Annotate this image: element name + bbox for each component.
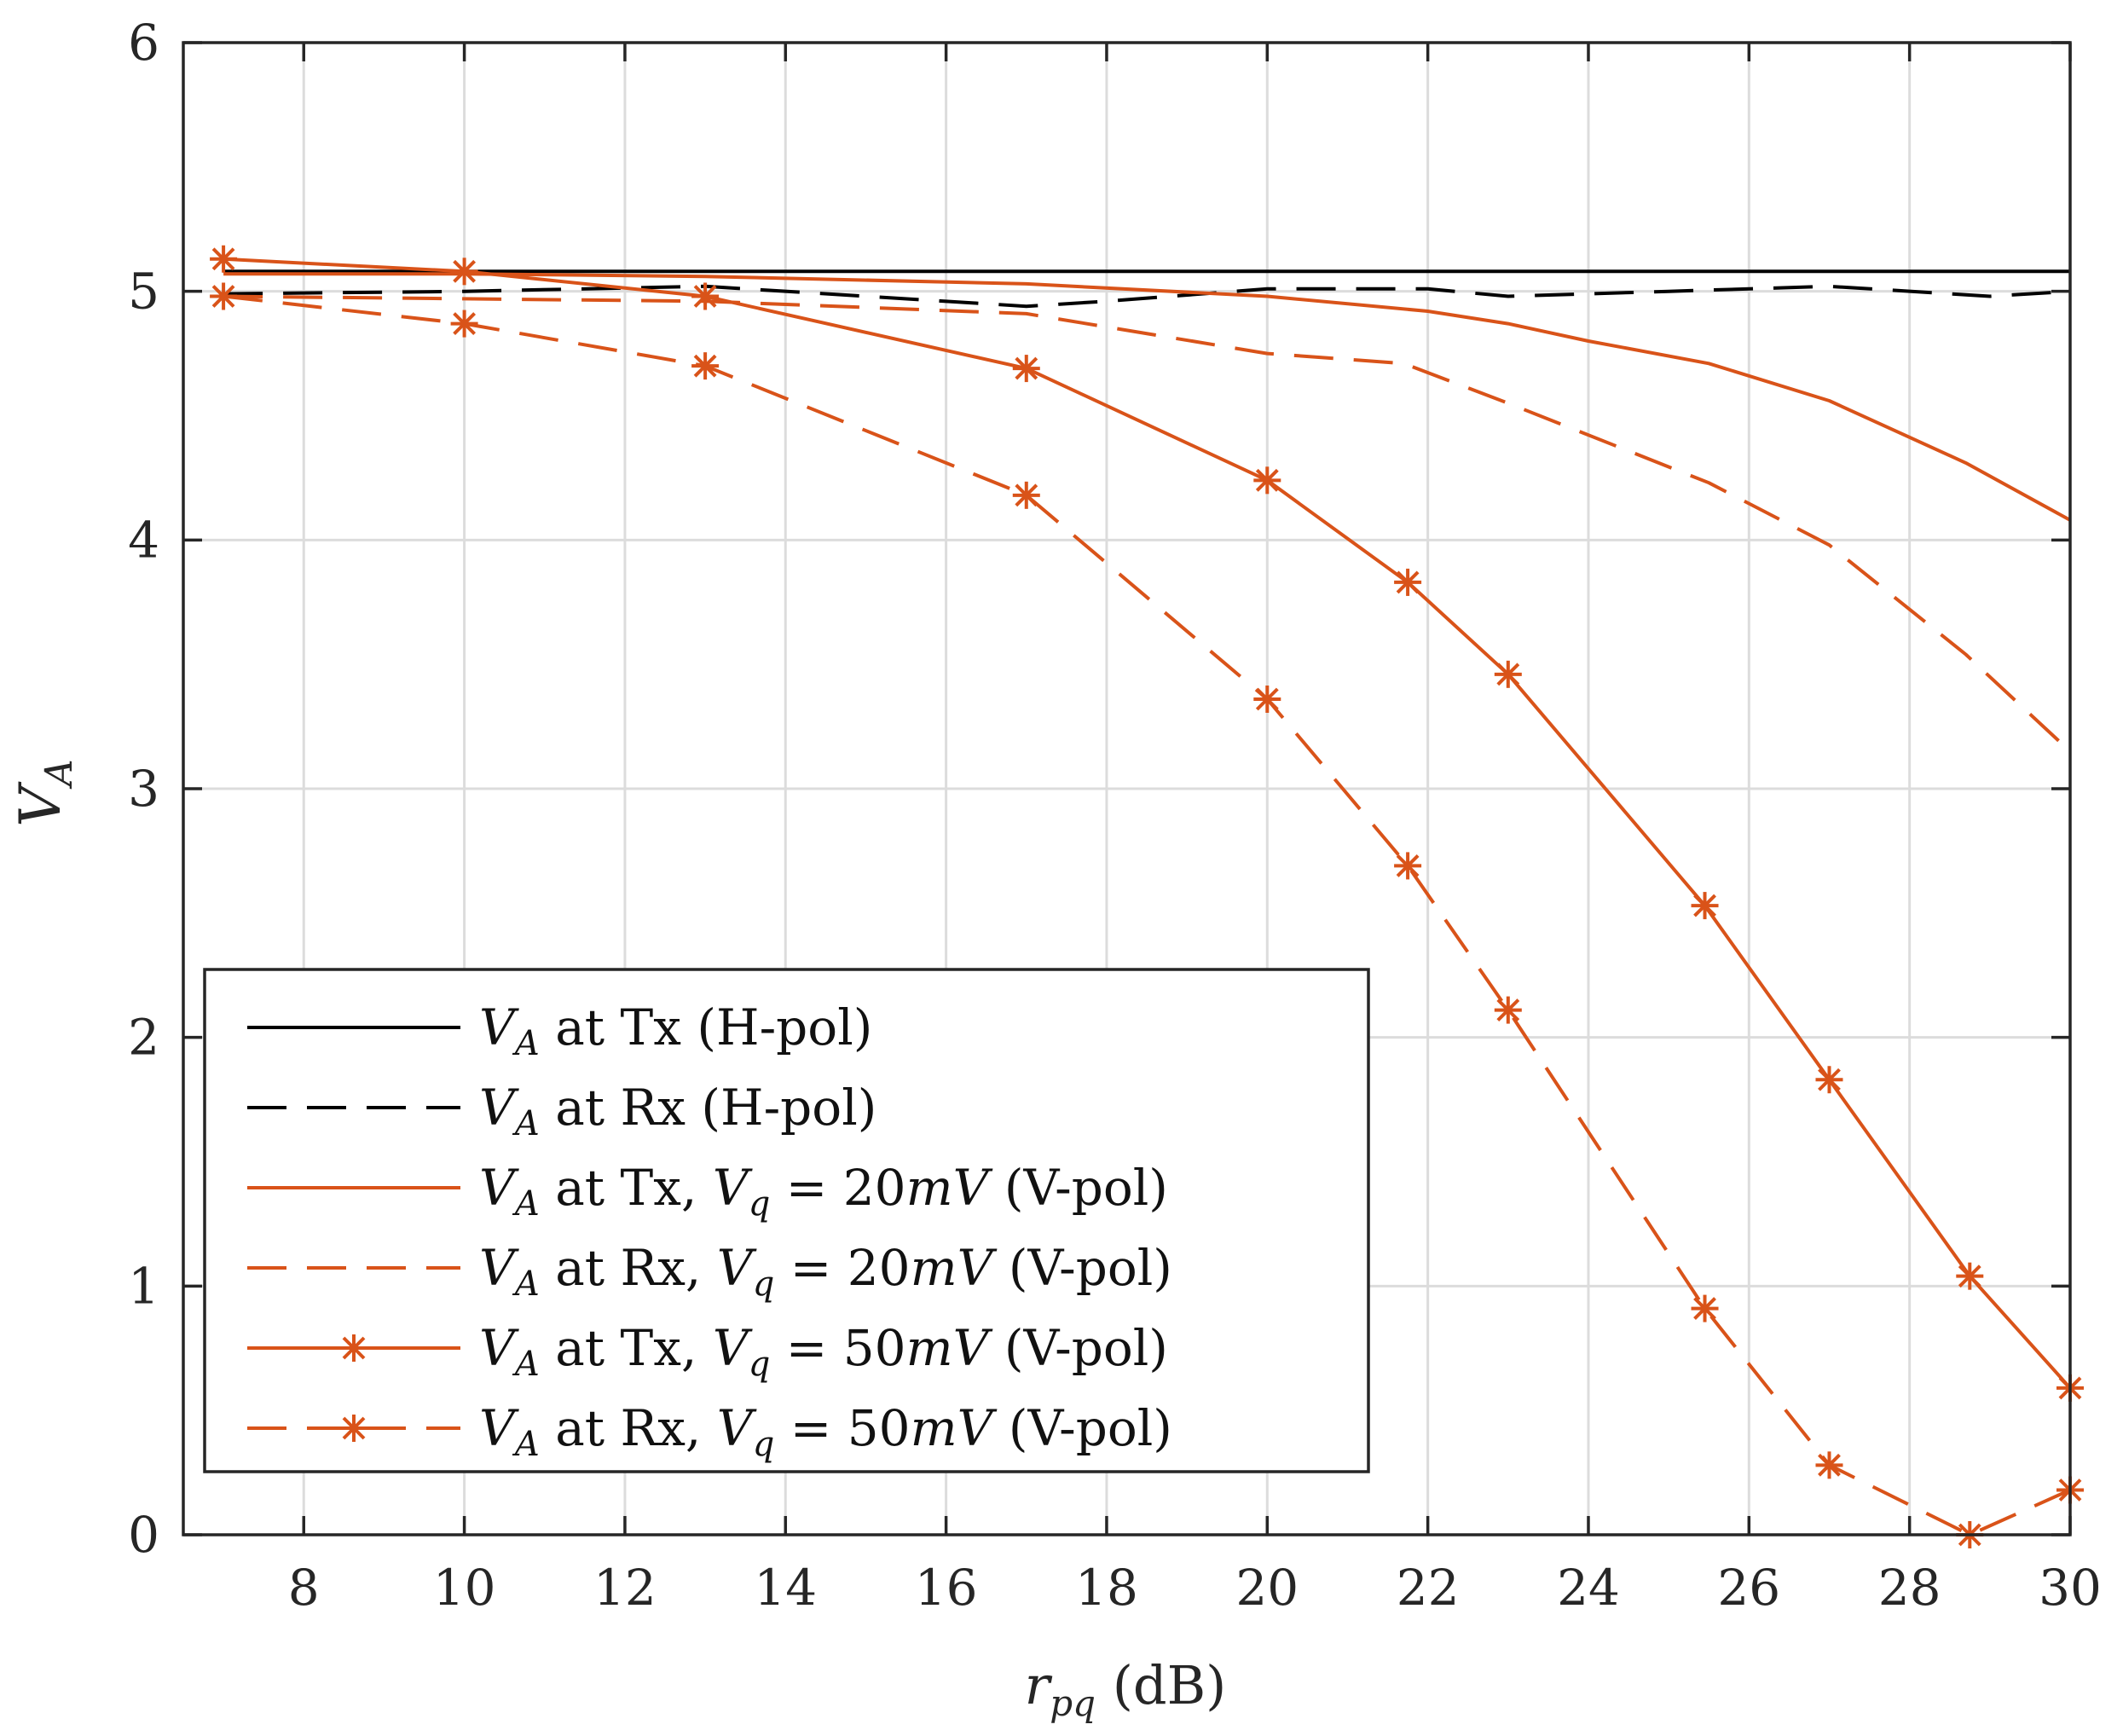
marker-stroke	[1496, 663, 1520, 686]
legend-box	[203, 968, 1370, 1473]
legend: VA at Tx (H-pol) VA at Rx (H-pol) VA at Tx…	[203, 968, 1370, 1473]
marker-stroke	[1255, 687, 1279, 711]
marker-stroke	[1818, 1453, 1841, 1477]
data-point	[210, 282, 238, 310]
data-point	[1394, 852, 1422, 880]
legend-label: VA at Rx, Vq = 50mV (V-pol)	[479, 1399, 1172, 1464]
legend-entry: VA at Rx (H-pol)	[247, 1079, 876, 1143]
data-point	[1012, 481, 1040, 509]
x-tick-label: 30	[2039, 1559, 2102, 1617]
y-tick-label: 3	[128, 760, 159, 818]
marker-stroke	[1958, 1264, 1981, 1288]
legend-marker	[340, 1334, 367, 1362]
series-line	[223, 294, 2071, 1536]
series-line	[223, 272, 2071, 522]
x-tick-label: 14	[754, 1559, 817, 1617]
legend-label: VA at Rx, Vq = 20mV (V-pol)	[479, 1239, 1172, 1304]
marker-stroke	[693, 285, 717, 308]
y-tick-label: 1	[128, 1257, 159, 1315]
x-tick-label: 26	[1717, 1559, 1780, 1617]
marker-stroke	[1396, 570, 1420, 594]
data-point	[1012, 355, 1040, 383]
legend-label: VA at Tx, Vq = 50mV (V-pol)	[479, 1319, 1168, 1384]
data-point	[210, 245, 238, 273]
data-point	[1494, 660, 1522, 688]
x-tick-label: 24	[1557, 1559, 1620, 1617]
data-point	[1494, 996, 1522, 1024]
legend-entry: VA at Tx, Vq = 20mV (V-pol)	[247, 1159, 1168, 1224]
data-point	[1394, 568, 1422, 596]
data-point	[1815, 1066, 1843, 1094]
marker-stroke	[211, 247, 235, 271]
y-tick-label: 4	[128, 511, 159, 569]
legend-label: VA at Tx (H-pol)	[479, 998, 872, 1063]
series-line	[223, 294, 2072, 753]
x-tick-label: 8	[288, 1559, 320, 1617]
y-tick-label: 5	[128, 263, 159, 321]
x-axis-label: rpq (dB)	[1025, 1654, 1227, 1724]
x-tick-label: 10	[433, 1559, 496, 1617]
marker-stroke	[1015, 483, 1038, 507]
data-point	[1253, 686, 1281, 713]
series-5	[210, 245, 2084, 1402]
series-3	[223, 272, 2071, 522]
x-tick-label: 16	[915, 1559, 978, 1617]
marker-stroke	[342, 1336, 366, 1360]
marker-stroke	[211, 285, 235, 308]
y-tick-label: 2	[128, 1009, 159, 1067]
data-point	[1956, 1262, 1984, 1290]
legend-label: VA at Tx, Vq = 20mV (V-pol)	[479, 1159, 1168, 1224]
data-point	[450, 310, 478, 338]
series-4	[223, 294, 2072, 753]
series-layer	[210, 245, 2084, 1548]
y-axis-label: VA	[8, 759, 81, 826]
marker-stroke	[1693, 1297, 1716, 1320]
x-tick-label: 12	[593, 1559, 657, 1617]
legend-entry: VA at Rx, Vq = 50mV (V-pol)	[247, 1399, 1172, 1464]
marker-stroke	[1818, 1068, 1841, 1091]
x-tick-label: 28	[1878, 1559, 1941, 1617]
marker-stroke	[1255, 468, 1279, 492]
data-point	[691, 282, 720, 310]
marker-stroke	[453, 259, 477, 283]
legend-entry: VA at Rx, Vq = 20mV (V-pol)	[247, 1239, 1172, 1304]
marker-stroke	[1015, 356, 1038, 380]
data-point	[1691, 892, 1719, 920]
data-point	[691, 352, 720, 380]
legend-entry: VA at Tx (H-pol)	[247, 998, 872, 1063]
data-point	[1253, 466, 1281, 495]
marker-stroke	[453, 312, 477, 335]
y-tick-label: 0	[128, 1506, 159, 1564]
marker-stroke	[1693, 894, 1716, 917]
legend-marker	[340, 1415, 367, 1442]
marker-stroke	[1496, 998, 1520, 1021]
marker-stroke	[1396, 854, 1420, 877]
data-point	[450, 258, 478, 286]
marker-stroke	[342, 1416, 366, 1440]
series-6	[210, 282, 2084, 1548]
x-tick-label: 20	[1235, 1559, 1299, 1617]
data-point	[1691, 1294, 1719, 1322]
data-point	[1815, 1451, 1843, 1479]
y-tick-label: 6	[128, 14, 159, 72]
marker-stroke	[693, 354, 717, 378]
x-tick-label: 22	[1397, 1559, 1460, 1617]
legend-entry: VA at Tx, Vq = 50mV (V-pol)	[247, 1319, 1168, 1384]
x-tick-label: 18	[1075, 1559, 1138, 1617]
legend-label: VA at Rx (H-pol)	[479, 1079, 876, 1143]
